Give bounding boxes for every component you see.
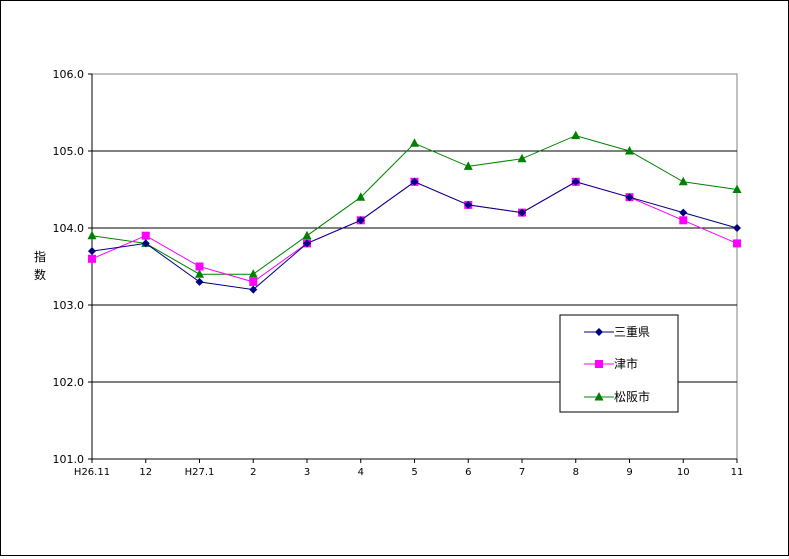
data-point [195,269,204,278]
data-point [571,177,580,186]
data-point [625,146,634,155]
x-tick-label: 3 [304,467,310,478]
data-point [732,184,742,193]
y-tick-label: 101.0 [53,453,85,466]
data-point [195,277,204,286]
y-axis-label-1: 指 [34,249,46,264]
legend-label: 三重県 [614,325,650,339]
y-tick-label: 106.0 [53,68,85,81]
y-tick-label: 105.0 [53,145,85,158]
x-tick-label: 10 [677,467,690,478]
x-tick-label: H26.11 [74,467,110,478]
data-point [679,208,688,217]
data-point [410,177,419,186]
data-point [625,193,634,202]
data-point [195,262,204,271]
legend-box [559,314,679,413]
x-tick-label: 9 [626,467,632,478]
data-point [356,216,365,225]
data-point [303,239,311,248]
x-tick-label: 11 [731,467,744,478]
data-point [463,161,473,170]
x-tick-label: 12 [139,467,152,478]
data-point [87,230,97,240]
data-point [678,176,688,186]
x-tick-label: 6 [465,467,471,478]
legend-marker [594,392,604,401]
data-point [88,254,96,263]
x-tick-label: 5 [411,467,417,478]
data-point [249,285,258,294]
legend-label: 松阪市 [614,389,650,404]
legend-marker [595,328,603,336]
y-tick-label: 103.0 [53,299,85,312]
data-point [141,231,150,240]
data-point [464,200,473,209]
data-point [517,153,527,163]
legend-marker [595,360,603,368]
y-tick-label: 102.0 [53,376,85,389]
y-tick-label: 104.0 [53,222,85,235]
data-point [248,269,258,278]
legend-label: 津市 [614,356,638,371]
data-point [141,239,150,248]
data-point [733,224,741,232]
data-point [356,192,366,201]
x-tick-label: H27.1 [185,467,215,478]
y-axis-label-2: 数 [34,267,46,282]
x-tick-label: 8 [573,467,579,478]
x-tick-label: 7 [519,467,525,478]
data-point [733,239,741,248]
data-point [571,130,581,140]
x-tick-label: 2 [250,467,256,478]
data-point [88,247,96,256]
data-point [679,216,688,225]
data-point [249,277,258,286]
data-point [410,138,419,147]
data-point [302,230,312,240]
data-point [518,208,526,217]
x-tick-label: 4 [358,467,364,478]
